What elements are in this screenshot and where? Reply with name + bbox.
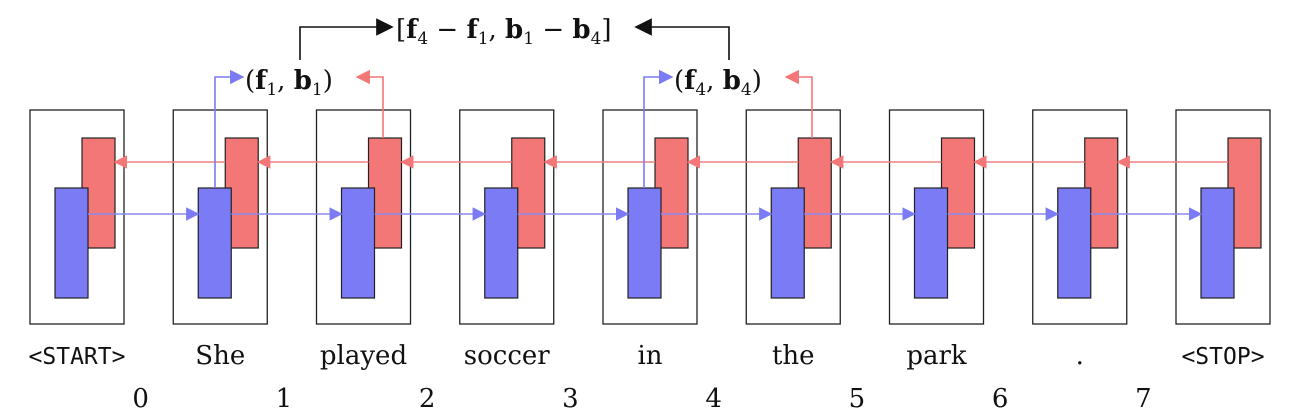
token-label: in bbox=[637, 341, 662, 371]
forward-state bbox=[197, 187, 232, 299]
boundary-index: 1 bbox=[276, 384, 293, 414]
forward-arrow-f1 bbox=[214, 69, 245, 188]
token-label: She bbox=[195, 341, 245, 371]
boundary-index: 4 bbox=[705, 384, 722, 414]
span-label-right: (f4, b4) bbox=[674, 66, 762, 100]
combine-arrow-left bbox=[299, 18, 394, 60]
cell-frame bbox=[29, 109, 125, 325]
cell-frame bbox=[1175, 109, 1271, 325]
recurrent-connections bbox=[88, 155, 1228, 221]
cell-frame bbox=[315, 109, 412, 325]
cell-frame bbox=[745, 109, 841, 325]
lstm-cells bbox=[29, 109, 1271, 325]
token-label: soccer bbox=[464, 341, 551, 371]
boundary-index: 7 bbox=[1135, 384, 1152, 414]
boundary-index: 2 bbox=[419, 384, 436, 414]
boundary-index: 5 bbox=[849, 384, 866, 414]
span-label-left: (f1, b1) bbox=[245, 66, 333, 100]
backward-arrow-b1 bbox=[355, 69, 384, 138]
cell-frame bbox=[888, 109, 985, 325]
token-labels: <START> She played soccer in the park. <STOP> 0 1… bbox=[29, 341, 1265, 414]
forward-state bbox=[340, 187, 376, 299]
token-label: played bbox=[320, 341, 407, 371]
forward-arrow-f4 bbox=[643, 69, 674, 188]
combine-arrow-right bbox=[634, 18, 730, 60]
cell-frame bbox=[459, 109, 555, 325]
cell-frame bbox=[1032, 109, 1128, 325]
forward-state bbox=[627, 187, 662, 299]
forward-state bbox=[1057, 187, 1092, 299]
token-label: park bbox=[906, 341, 967, 371]
token-label: . bbox=[1076, 341, 1084, 371]
boundary-index: 0 bbox=[132, 384, 149, 414]
forward-state bbox=[770, 187, 805, 299]
span-feature-label: [f4 − f1, b1 − b4] bbox=[396, 15, 612, 49]
token-label: <START> bbox=[29, 344, 126, 370]
cell-frame bbox=[172, 109, 268, 325]
token-label: <STOP> bbox=[1181, 344, 1264, 370]
boundary-index: 6 bbox=[992, 384, 1009, 414]
forward-state bbox=[484, 187, 519, 299]
backward-arrow-b4 bbox=[784, 69, 813, 138]
forward-state bbox=[54, 187, 89, 299]
forward-state bbox=[913, 187, 949, 299]
forward-state bbox=[1200, 187, 1235, 299]
cell-frame bbox=[602, 109, 698, 325]
boundary-index: 3 bbox=[562, 384, 579, 414]
token-label: the bbox=[772, 341, 815, 371]
